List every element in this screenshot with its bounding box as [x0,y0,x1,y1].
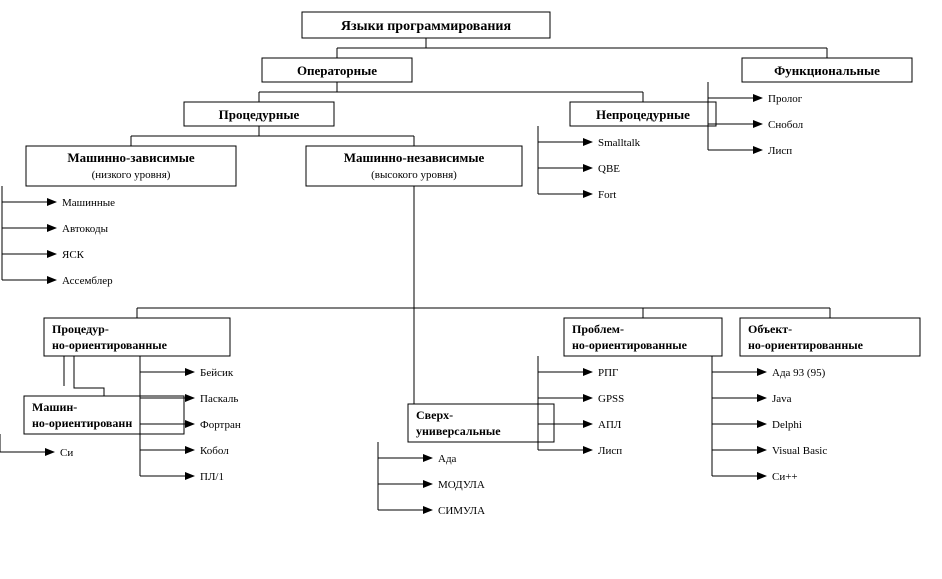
node-label-objori: Объект- [748,322,792,336]
leaf-label-procori-0: Бейсик [200,367,234,379]
node-label-problemori: Проблем- [572,322,624,336]
leaf-label-procori-3: Кобол [200,445,229,457]
node-sublabel-machindep: (высокого уровня) [371,169,457,181]
diagram-canvas: Языки программирования Операторные Функцио… [0,0,942,579]
leaf-label-objori-1: Java [772,393,792,405]
leaf-label-objori-4: Си++ [772,471,798,483]
leaf-label-superuni-2: СИМУЛА [438,505,485,517]
node-label-machindep: Машинно-независимые [344,150,485,165]
node-sublabel-machori: но-ориентированн [32,416,132,430]
node-sublabel-procori: но-ориентированные [52,338,168,352]
leaf-label-functional-2: Лисп [768,145,792,157]
node-sublabel-objori: но-ориентированные [748,338,864,352]
node-label-nonproc: Непроцедурные [596,107,690,122]
leaf-label-machori-0: Си [60,447,73,459]
leaf-label-problemori-3: Лисп [598,445,622,457]
node-sublabel-superuni: универсальные [416,424,501,438]
connector-lines [0,38,830,444]
node-label-procori: Процедур- [52,322,109,336]
leaf-label-nonproc-2: Fort [598,189,616,201]
node-label-machdep: Машинно-зависимые [67,150,195,165]
leaf-label-nonproc-0: Smalltalk [598,137,641,149]
leaf-label-problemori-1: GPSS [598,393,624,405]
node-sublabel-problemori: но-ориентированные [572,338,688,352]
node-label-functional: Функциональные [774,63,880,78]
leaf-label-objori-3: Visual Basic [772,445,827,457]
leaf-label-objori-0: Ада 93 (95) [772,367,826,379]
leaf-label-machdep-1: Автокоды [62,223,109,235]
leaf-label-procori-4: ПЛ/1 [200,471,224,483]
leaf-label-procori-1: Паскаль [200,393,238,405]
node-sublabel-machdep: (низкого уровня) [92,169,171,181]
node-label-machori: Машин- [32,400,77,414]
leaf-label-functional-1: Снобол [768,119,804,131]
leaf-label-procori-2: Фортран [200,419,241,431]
leaf-label-superuni-0: Ада [438,453,457,465]
leaf-label-machdep-3: Ассемблер [62,275,113,287]
leaf-label-machdep-0: Машинные [62,197,115,209]
node-label-operator: Операторные [297,63,377,78]
node-label-root: Языки программирования [341,19,512,34]
leaf-label-machdep-2: ЯСК [62,249,85,261]
leaf-label-problemori-2: АПЛ [598,419,622,431]
leaf-label-nonproc-1: QBE [598,163,620,175]
connector [74,356,104,396]
leaf-label-objori-2: Delphi [772,419,802,431]
leaf-label-problemori-0: РПГ [598,367,618,379]
leaf-label-functional-0: Пролог [768,93,803,105]
leaf-label-superuni-1: МОДУЛА [438,479,485,491]
node-label-superuni: Сверх- [416,408,453,422]
node-label-procedural: Процедурные [219,107,300,122]
